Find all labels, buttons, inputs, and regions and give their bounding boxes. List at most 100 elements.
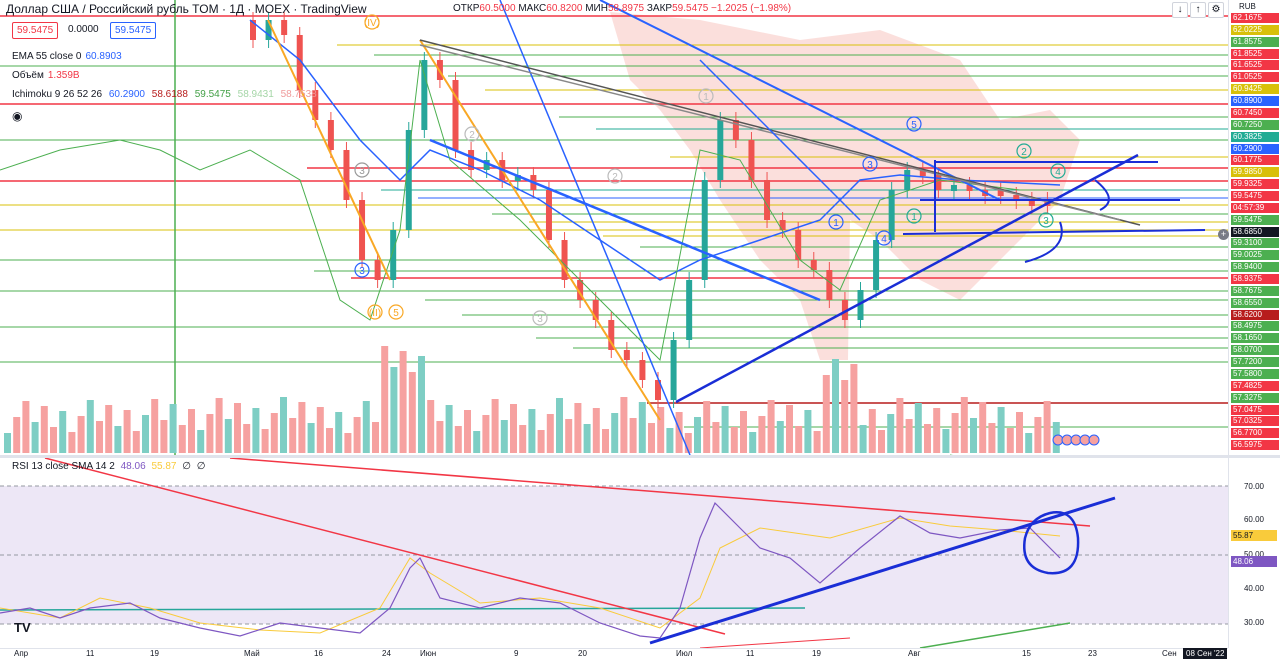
wave-label: 3: [867, 160, 873, 171]
main-price-pane[interactable]: (IV) (II) 3 3 5 2 1 3 2 1 3 4 5 1 2 3 4 Доллар США / Рос…: [0, 0, 1228, 455]
volume-bar: [491, 399, 499, 453]
volume-bar: [629, 418, 637, 453]
wave-label: 3: [359, 266, 365, 277]
price-scale-label: 61.0525: [1231, 72, 1279, 83]
rsi-resistance-line: [229, 458, 1091, 527]
volume-bar: [749, 432, 757, 453]
time-axis[interactable]: Апр 11 19 Май 16 24 Июн 9 20 Июл 11 19 Авг 15 23 Сен: [0, 648, 1228, 660]
volume-bar: [556, 398, 563, 453]
volume-bar: [353, 417, 361, 453]
candle-body: [514, 175, 521, 181]
volume-bar: [813, 431, 821, 453]
volume-legend[interactable]: Объём 1.359B: [12, 70, 80, 81]
candle-body: [468, 150, 475, 170]
candle-body: [1013, 195, 1020, 201]
volume-bar: [1025, 433, 1033, 453]
candle-body: [764, 180, 771, 220]
trend-line: [902, 229, 1206, 235]
sell-button[interactable]: 59.5475: [12, 22, 59, 39]
time-axis-label: Сен: [1162, 649, 1177, 658]
wave-label-circle: [354, 162, 370, 178]
rsi-extra-2: ∅: [196, 461, 206, 472]
volume-bar: [243, 424, 251, 453]
time-axis-label: 9: [514, 649, 519, 658]
rsi-pane[interactable]: RSI 13 close SMA 14 2 48.06 55.87 ∅ ∅: [0, 458, 1228, 648]
currency-label[interactable]: RUB: [1239, 2, 1256, 11]
price-scale-label: 61.8525: [1231, 48, 1279, 59]
candle-body: [841, 300, 848, 320]
price-scale[interactable]: RUB 62.1675 62.0225 61.8575 61.8525 61.6525 6…: [1228, 0, 1280, 455]
price-scale-label: 61.6525: [1231, 60, 1279, 71]
volume-bar: [482, 415, 490, 453]
buy-button[interactable]: 59.5475: [110, 22, 157, 39]
wave-label-circle: [464, 126, 480, 142]
rsi-scale[interactable]: 70.00 60.00 50.00 40.00 30.00 55.87 48.0…: [1228, 458, 1280, 648]
volume-bar: [445, 405, 453, 453]
candle-body: [717, 120, 724, 180]
volume-bar: [822, 375, 830, 453]
up-arrow-icon[interactable]: ↑: [1190, 2, 1206, 18]
ichimoku-v3: 59.5475: [194, 89, 231, 100]
wave-label: 1: [703, 92, 709, 103]
ichimoku-label: Ichimoku 9 26 52 26: [12, 89, 103, 100]
volume-bar: [188, 409, 195, 453]
tradingview-logo[interactable]: TV: [14, 620, 31, 635]
price-scale-label: 58.6850: [1231, 226, 1279, 237]
volume-bar: [114, 426, 122, 453]
volume-bar: [1043, 401, 1051, 453]
volume-bar: [574, 403, 582, 453]
trend-line: [419, 39, 661, 421]
candle-body: [935, 175, 942, 190]
candle-body: [732, 120, 739, 140]
rsi-value: 48.06: [120, 461, 146, 472]
candle-body: [779, 220, 786, 230]
candle-body: [359, 200, 366, 260]
time-axis-label: 19: [150, 649, 159, 658]
price-scale-label: 04:57:39: [1231, 202, 1279, 213]
volume-bar: [914, 403, 922, 453]
time-axis-label: 19: [812, 649, 821, 658]
ichimoku-legend[interactable]: Ichimoku 9 26 52 26 60.2900 58.6188 59.5…: [12, 89, 317, 100]
time-axis-label: 11: [746, 649, 755, 658]
rsi-legend[interactable]: RSI 13 close SMA 14 2 48.06 55.87 ∅ ∅: [12, 461, 205, 472]
candle-body: [686, 280, 693, 340]
price-scale-label: 62.0225: [1231, 24, 1279, 35]
volume-bar: [362, 401, 370, 453]
volume-bar: [960, 397, 968, 453]
ichimoku-lagging-line: [0, 59, 1060, 362]
ema-legend[interactable]: EMA 55 close 0 60.8903: [12, 51, 122, 62]
volume-bar: [730, 427, 738, 453]
candle-body: [545, 190, 552, 240]
candle-body: [888, 190, 895, 240]
pane-separator[interactable]: [0, 455, 1280, 458]
annotation-arc: [1024, 221, 1063, 263]
wave-label-circle: [1016, 143, 1032, 159]
price-scale-label: 60.9425: [1231, 84, 1279, 95]
rsi-divergence-line: [919, 622, 1071, 648]
add-alert-icon[interactable]: +: [1218, 229, 1229, 240]
volume-bar: [206, 414, 214, 453]
close-label: ЗАКР: [646, 3, 673, 14]
trend-line: [675, 153, 1139, 404]
candle-body: [795, 230, 802, 260]
volume-bar: [675, 412, 683, 453]
settings-icon[interactable]: ⚙: [1208, 2, 1224, 18]
trend-line: [499, 0, 691, 455]
price-scale-label: 60.3825: [1231, 131, 1279, 142]
down-arrow-icon[interactable]: ↓: [1172, 2, 1188, 18]
rsi-chart-svg[interactable]: [0, 458, 1228, 648]
price-chart-svg[interactable]: (IV) (II) 3 3 5 2 1 3 2 1 3 4 5 1 2 3 4: [0, 0, 1228, 455]
volume-bar: [270, 413, 278, 453]
candle-body: [826, 270, 833, 300]
volume-bar: [298, 402, 306, 453]
candle-body: [250, 20, 256, 40]
eye-icon[interactable]: ◉: [12, 109, 23, 123]
wave-label-circle: [388, 304, 404, 320]
rsi-extra-1: ∅: [182, 461, 191, 472]
volume-bar: [896, 398, 904, 453]
rsi-divergence-line: [699, 637, 851, 648]
volume-bar: [4, 433, 11, 453]
candle-body: [950, 185, 957, 191]
rsi-tick-40: 40.00: [1243, 584, 1265, 593]
price-scale-label: 57.5800: [1231, 368, 1279, 379]
